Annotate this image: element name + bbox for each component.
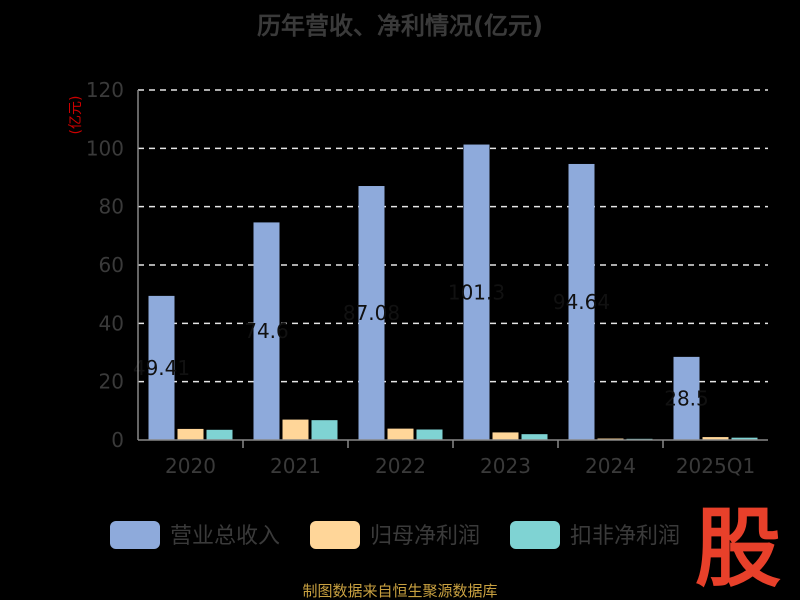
source-note: 制图数据来自恒生聚源数据库 — [302, 582, 497, 600]
bar — [282, 419, 309, 440]
y-tick-label: 100 — [86, 136, 124, 160]
y-tick-labels: 0 20 40 60 80 100 120 — [86, 78, 124, 452]
data-label: 94.64 — [553, 290, 610, 314]
bar — [358, 186, 385, 440]
y-tick-label: 120 — [86, 78, 124, 102]
y-tick-label: 0 — [111, 428, 124, 452]
bar — [521, 434, 548, 440]
data-label: 87.08 — [343, 301, 400, 325]
bar — [311, 420, 338, 440]
x-tick-label: 2024 — [585, 454, 636, 478]
legend-swatch — [110, 521, 160, 549]
bar — [492, 432, 519, 440]
chart-title: 历年营收、净利情况(亿元) — [257, 12, 543, 40]
y-axis-label: (亿元) — [68, 96, 84, 135]
x-tick-label: 2025Q1 — [676, 454, 755, 478]
watermark-logo: 股 — [695, 499, 781, 599]
bar — [206, 429, 233, 440]
gridlines — [138, 89, 768, 383]
legend-swatch — [510, 521, 560, 549]
bar — [568, 163, 595, 440]
x-tick-label: 2020 — [165, 454, 216, 478]
legend-label: 归母净利润 — [370, 524, 480, 549]
y-tick-label: 40 — [99, 311, 124, 335]
x-tick-label: 2023 — [480, 454, 531, 478]
y-tick-label: 20 — [99, 370, 124, 394]
bar — [416, 429, 443, 440]
data-labels: 49.41 74.6 87.08 101.3 94.64 28.5 — [133, 280, 709, 410]
x-tick-labels: 2020 2021 2022 2023 2024 2025Q1 — [165, 454, 755, 478]
data-label: 49.41 — [133, 356, 190, 380]
bar — [148, 295, 175, 440]
bar — [253, 222, 280, 440]
y-tick-label: 60 — [99, 253, 124, 277]
bar — [177, 428, 204, 440]
x-tick-label: 2021 — [270, 454, 321, 478]
x-tick-label: 2022 — [375, 454, 426, 478]
x-axis — [137, 90, 768, 448]
legend-label: 营业总收入 — [170, 524, 280, 549]
legend: 营业总收入 归母净利润 扣非净利润 — [110, 521, 680, 549]
data-label: 74.6 — [244, 319, 289, 343]
data-label: 28.5 — [664, 386, 709, 410]
bar — [731, 437, 758, 440]
y-tick-label: 80 — [99, 195, 124, 219]
bar — [702, 437, 729, 440]
data-label: 101.3 — [448, 280, 505, 304]
legend-swatch — [310, 521, 360, 549]
legend-label: 扣非净利润 — [570, 524, 680, 549]
bar — [673, 356, 700, 440]
bar — [387, 428, 414, 440]
bar — [463, 144, 490, 440]
